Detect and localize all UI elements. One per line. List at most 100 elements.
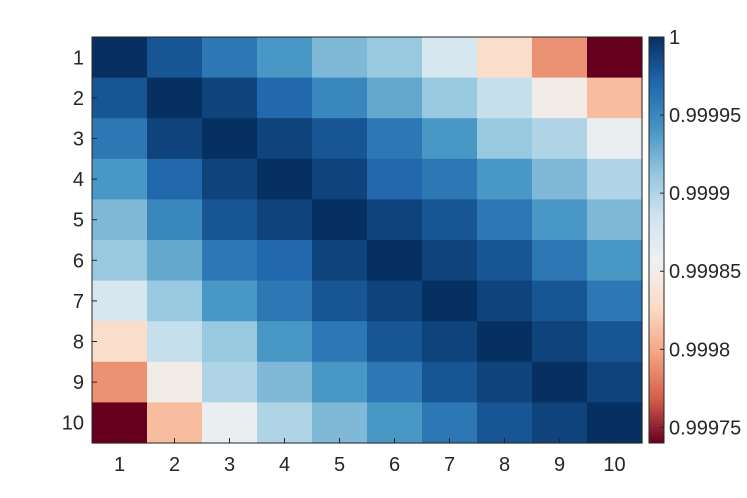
heatmap-cell [587, 280, 643, 322]
heatmap-cell [92, 402, 148, 444]
y-tick-label: 4 [73, 169, 84, 191]
heatmap-cell [147, 240, 203, 282]
heatmap-cell [92, 199, 148, 241]
heatmap-cells [92, 37, 643, 444]
heatmap-cell [202, 199, 258, 241]
heatmap-cell [92, 240, 148, 282]
heatmap-cell [587, 37, 643, 79]
heatmap-cell [422, 118, 478, 160]
y-tick-label: 2 [73, 88, 84, 110]
heatmap-cell [422, 199, 478, 241]
y-tick-label: 10 [62, 413, 84, 435]
heatmap-cell [587, 77, 643, 119]
heatmap-cell [587, 402, 643, 444]
heatmap-cell [202, 361, 258, 403]
heatmap-cell [312, 240, 368, 282]
x-tick-label: 7 [444, 454, 455, 476]
heatmap-cell [147, 321, 203, 363]
heatmap-cell [202, 158, 258, 200]
heatmap-cell [202, 77, 258, 119]
heatmap-cell [147, 158, 203, 200]
heatmap-cell [367, 158, 423, 200]
heatmap-cell [477, 118, 533, 160]
heatmap-cell [257, 37, 313, 79]
heatmap-cell [422, 402, 478, 444]
y-axis: 1 2 3 4 5 6 7 8 9 10 [62, 47, 97, 435]
heatmap-cell [477, 77, 533, 119]
y-tick-label: 1 [73, 47, 84, 69]
heatmap-cell [422, 77, 478, 119]
x-tick-label: 3 [224, 454, 235, 476]
heatmap-cell [532, 402, 588, 444]
x-tick-label: 5 [334, 454, 345, 476]
heatmap-cell [532, 77, 588, 119]
heatmap-cell [532, 240, 588, 282]
y-tick-label: 8 [73, 332, 84, 354]
colorbar-tick-label: 0.9999 [669, 183, 730, 205]
heatmap-cell [367, 37, 423, 79]
y-tick-label: 5 [73, 210, 84, 232]
heatmap-cell [532, 361, 588, 403]
heatmap-cell [257, 240, 313, 282]
heatmap-cell [312, 361, 368, 403]
x-tick-label: 9 [554, 454, 565, 476]
heatmap-cell [92, 37, 148, 79]
x-tick-label: 8 [499, 454, 510, 476]
plot-frame [91, 36, 643, 444]
heatmap-cell [257, 280, 313, 322]
heatmap-cell [422, 280, 478, 322]
heatmap-cell [312, 37, 368, 79]
colorbar-tick-label: 0.9998 [669, 339, 730, 361]
heatmap-cell [147, 199, 203, 241]
heatmap-cell [532, 199, 588, 241]
colorbar-tick-label: 0.99985 [669, 261, 741, 283]
heatmap-cell [312, 199, 368, 241]
heatmap-cell [367, 402, 423, 444]
heatmap-cell [202, 280, 258, 322]
heatmap-cell [367, 321, 423, 363]
heatmap-cell [477, 321, 533, 363]
heatmap-cell [257, 361, 313, 403]
heatmap-cell [202, 321, 258, 363]
heatmap-cell [202, 402, 258, 444]
heatmap-cell [147, 77, 203, 119]
heatmap-cell [477, 402, 533, 444]
heatmap-cell [312, 77, 368, 119]
heatmap-cell [312, 321, 368, 363]
heatmap-cell [477, 199, 533, 241]
x-tick-label: 10 [603, 454, 625, 476]
heatmap-cell [257, 199, 313, 241]
heatmap-cell [257, 321, 313, 363]
heatmap-cell [202, 118, 258, 160]
colorbar-tick-label: 0.99995 [669, 105, 741, 127]
heatmap-cell [257, 158, 313, 200]
heatmap-cell [202, 240, 258, 282]
heatmap-cell [477, 280, 533, 322]
y-tick-label: 7 [73, 291, 84, 313]
heatmap-cell [312, 280, 368, 322]
heatmap-cell [147, 361, 203, 403]
heatmap-cell [367, 280, 423, 322]
heatmap-cell [587, 118, 643, 160]
heatmap-cell [587, 321, 643, 363]
heatmap-cell [532, 118, 588, 160]
y-tick-label: 9 [73, 372, 84, 394]
heatmap-cell [532, 158, 588, 200]
x-tick-label: 4 [279, 454, 290, 476]
heatmap-cell [312, 158, 368, 200]
heatmap-cell [147, 280, 203, 322]
heatmap-cell [202, 37, 258, 79]
heatmap-cell [312, 402, 368, 444]
heatmap-cell [477, 361, 533, 403]
heatmap-cell [147, 37, 203, 79]
y-tick-label: 6 [73, 250, 84, 272]
heatmap-cell [147, 402, 203, 444]
heatmap-cell [92, 280, 148, 322]
heatmap-cell [532, 37, 588, 79]
y-tick-label: 3 [73, 129, 84, 151]
heatmap-cell [422, 158, 478, 200]
colorbar-tick-label: 1 [669, 27, 680, 49]
heatmap-cell [422, 321, 478, 363]
heatmap-cell [422, 240, 478, 282]
